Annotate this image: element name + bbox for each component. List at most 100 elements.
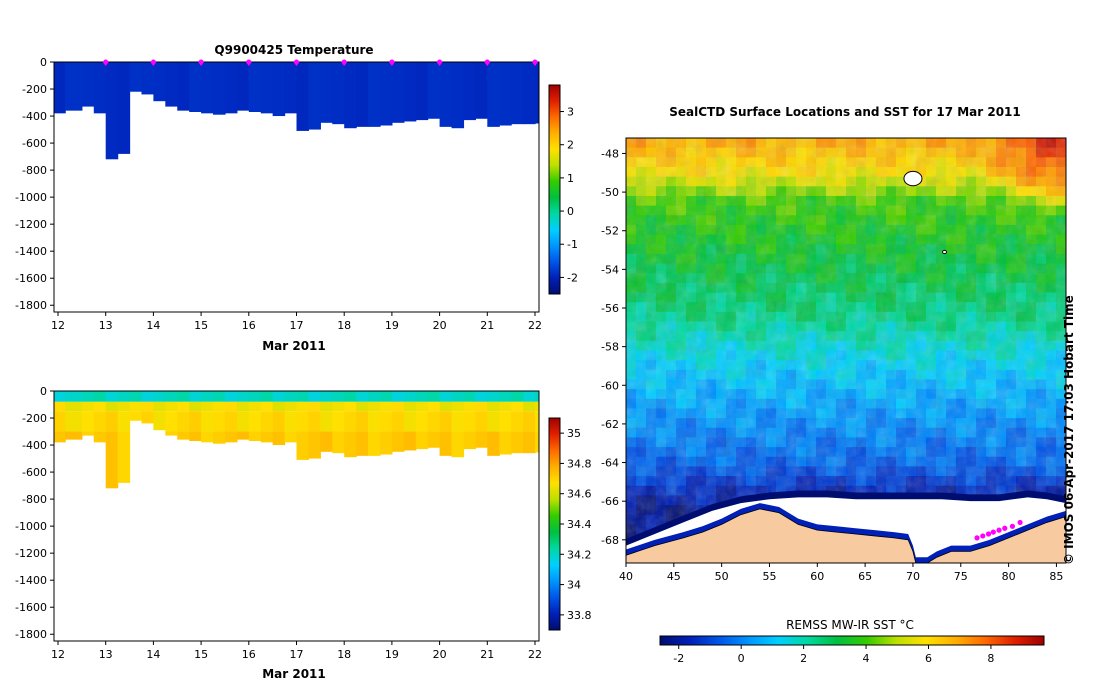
salinity-cell [511, 411, 524, 432]
salinity-y-tick-label: -1200 [15, 547, 47, 560]
surface-markers [102, 59, 538, 66]
temperature-cell [224, 62, 238, 114]
salinity-y-axis: 0 -200 -400 -600 -800 -1000 -1200 -1400 -1600 -18… [15, 385, 54, 641]
salinity-cell [320, 431, 333, 452]
antarctica-land [626, 508, 1066, 563]
temperature-colorbar-tick-label: 3 [567, 106, 574, 119]
salinity-cell [296, 401, 310, 412]
salinity-cell [439, 431, 453, 456]
temperature-cell [344, 62, 357, 129]
salinity-colorbar [548, 417, 561, 631]
salinity-field [54, 391, 539, 489]
temperature-y-tick-label: -1000 [15, 191, 47, 204]
latitude-tick-label: -62 [601, 418, 619, 431]
salinity-cell [81, 401, 95, 412]
salinity-cell [117, 401, 131, 412]
salinity-cell [177, 431, 190, 440]
latitude-tick-label: -48 [601, 147, 619, 160]
salinity-cell [308, 391, 321, 402]
salinity-cell [296, 431, 310, 460]
latitude-tick-label: -56 [601, 302, 619, 315]
temperature-x-tick-label: 13 [99, 319, 113, 332]
salinity-cell [81, 431, 95, 436]
salinity-cell [320, 401, 333, 412]
salinity-cell [356, 391, 369, 402]
salinity-x-label: Mar 2011 [262, 667, 326, 681]
salinity-cell [165, 411, 178, 432]
salinity-y-tick-label: -1400 [15, 574, 47, 587]
salinity-cell [248, 391, 262, 402]
salinity-cell [141, 391, 154, 402]
salinity-cell [236, 391, 250, 402]
temperature-x-tick-label: 20 [433, 319, 447, 332]
sst-colorbar-tick-label: 8 [987, 652, 994, 665]
seal-location [1017, 519, 1023, 526]
salinity-cell [368, 431, 381, 456]
salinity-cell [105, 431, 119, 489]
salinity-colorbar-tick-label: 34.8 [567, 457, 592, 470]
temperature-x-tick-label: 22 [528, 319, 542, 332]
salinity-colorbar-tick-label: 35 [567, 427, 581, 440]
temperature-title: Q9900425 Temperature [214, 43, 373, 57]
temperature-cell [391, 62, 405, 123]
temperature-y-tick-label: 0 [40, 56, 47, 69]
salinity-cell [475, 391, 488, 402]
temperature-y-tick-label: -1600 [15, 272, 47, 285]
salinity-cell [463, 431, 476, 450]
temperature-y-axis: 0 -200 -400 -600 -800 -1000 -1200 -1400 -1600 -18… [15, 56, 54, 312]
salinity-y-tick-label: -400 [22, 439, 47, 452]
salinity-cell [153, 411, 166, 431]
temperature-cell [65, 62, 83, 111]
longitude-tick-label: 65 [858, 570, 872, 583]
surface-marker [484, 59, 491, 66]
salinity-colorbar-ticks: 35 34.8 34.6 34.4 34.2 34 33.8 [560, 427, 592, 622]
salinity-cell [65, 391, 83, 402]
seal-location [1002, 525, 1008, 531]
salinity-cell [201, 391, 214, 402]
longitude-tick-label: 55 [762, 570, 776, 583]
salinity-cell [415, 391, 429, 402]
salinity-cell [153, 391, 166, 402]
sst-map-plot: SealCTD Surface Locations and SST for 17… [601, 105, 1067, 665]
salinity-cell [415, 401, 429, 412]
island [942, 249, 948, 255]
seal-location [990, 529, 996, 535]
sst-colorbar-label: REMSS MW-IR SST °C [786, 618, 914, 632]
temperature-y-tick-label: -200 [22, 83, 47, 96]
latitude-axis: -48 -50 -52 -54 -56 -58 -60 -62 -64 -66 -68 [601, 147, 626, 547]
salinity-cell [117, 391, 131, 402]
salinity-cell [427, 431, 441, 448]
sst-colorbar-tick-label: 2 [800, 652, 807, 665]
salinity-y-tick-label: -200 [22, 412, 47, 425]
salinity-y-tick-label: -1600 [15, 601, 47, 614]
surface-marker [388, 59, 395, 66]
salinity-cell [308, 401, 321, 412]
copyright-notice: © IMOS 06-Apr-2017 17:03 Hobart Time [1062, 295, 1076, 565]
temperature-y-tick-label: -600 [22, 137, 47, 150]
sst-map-title: SealCTD Surface Locations and SST for 17… [669, 105, 1021, 119]
salinity-cell [379, 391, 393, 402]
salinity-x-axis: 12 13 14 15 16 17 18 19 20 21 22 [51, 641, 542, 661]
salinity-cell [344, 391, 357, 402]
temperature-y-tick-label: -1200 [15, 218, 47, 231]
latitude-tick-label: -52 [601, 225, 619, 238]
salinity-cell [81, 411, 95, 432]
temperature-cell [403, 62, 417, 122]
salinity-x-tick-label: 22 [528, 648, 542, 661]
salinity-cell [415, 431, 429, 450]
latitude-tick-label: -68 [601, 534, 619, 547]
salinity-cell [379, 411, 393, 432]
salinity-cell [379, 431, 393, 455]
salinity-cell [499, 401, 512, 412]
temperature-x-tick-label: 14 [146, 319, 160, 332]
longitude-axis: 40 45 50 55 60 65 70 75 80 85 [619, 563, 1063, 583]
temperature-cell [248, 62, 262, 112]
longitude-tick-label: 70 [906, 570, 920, 583]
salinity-cell [368, 411, 381, 432]
temperature-cell [129, 62, 143, 92]
salinity-cell [427, 401, 441, 412]
salinity-x-tick-label: 13 [99, 648, 113, 661]
temperature-colorbar-tick-label: -2 [567, 271, 578, 284]
salinity-y-tick-label: -800 [22, 493, 47, 506]
